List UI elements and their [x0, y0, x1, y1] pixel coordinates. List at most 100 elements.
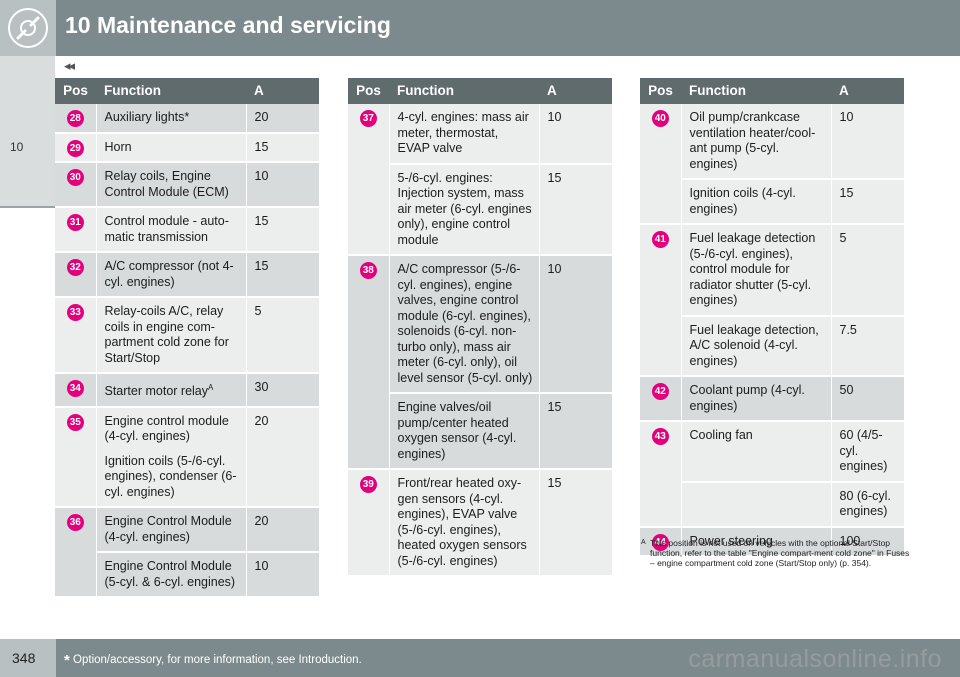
function-text: Coolant pump (4-cyl. engines) — [690, 383, 825, 414]
function-label: Cooling fan — [689, 428, 753, 442]
footer-note-text: Option/accessory, for more information, … — [73, 654, 362, 666]
fuse-position-badge: 34 — [66, 380, 84, 397]
fuse-position-badge: 29 — [66, 139, 84, 157]
function-cell — [681, 481, 832, 528]
table-row: 31 Control module - auto-matic transmissi… — [55, 207, 319, 253]
pos-cell: 33 — [55, 297, 97, 374]
amperage-cell: 20 — [246, 104, 319, 134]
function-text: Engine control module (4-cyl. engines) — [105, 414, 240, 445]
page-footer: 348 * Option/accessory, for more informa… — [0, 639, 960, 677]
fuse-position-badge: 41 — [651, 231, 669, 248]
function-cell: Ignition coils (4-cyl. engines) — [681, 179, 832, 225]
amperage-cell: 10 — [539, 255, 612, 394]
function-cell: Relay-coils A/C, relay coils in engine c… — [96, 297, 247, 374]
col-header-pos: Pos — [640, 78, 681, 104]
function-label: A/C compressor (not 4-cyl. engines) — [104, 259, 234, 289]
function-text: Ignition coils (4-cyl. engines) — [690, 186, 825, 217]
amperage-cell: 5 — [246, 297, 319, 374]
function-text: Starter motor relayA — [105, 380, 240, 400]
function-label: Ignition coils (4-cyl. engines) — [689, 186, 796, 216]
function-label: Engine control module (4-cyl. engines) — [104, 413, 229, 444]
table-row: 34 Starter motor relayA 30 — [55, 373, 319, 408]
function-label: Fuel leakage detection (5-/6-cyl. engine… — [689, 231, 816, 307]
function-cell: Auxiliary lights* — [96, 104, 247, 134]
function-cell: Relay coils, Engine Control Module (ECM) — [96, 162, 247, 208]
fuse-position-badge: 30 — [66, 169, 84, 186]
function-text: Fuel leakage detection (5-/6-cyl. engine… — [690, 231, 825, 309]
function-label: Control module - auto-matic transmission — [104, 214, 229, 244]
function-text: Auxiliary lights* — [105, 110, 240, 126]
table-row: 38 A/C compressor (5-/6-cyl. engines), en… — [348, 255, 612, 470]
fuse-position-badge: 38 — [359, 262, 377, 279]
pos-cell: 41 — [640, 224, 682, 377]
table-row: Ignition coils (4-cyl. engines) 15 — [640, 179, 904, 225]
amperage-cell: 15 — [831, 179, 904, 225]
table-row: 28 Auxiliary lights* 20 — [55, 104, 319, 134]
fuse-position-badge: 33 — [66, 304, 84, 321]
pos-cell: 28 — [55, 104, 97, 134]
amperage-cell: 10 — [831, 104, 904, 180]
function-cell: Power steering — [681, 526, 832, 557]
amperage-cell: 15 — [539, 393, 612, 470]
fuse-position-badge: 28 — [66, 110, 84, 127]
table-row: 42 Coolant pump (4-cyl. engines) 50 — [640, 376, 904, 422]
table-row: Engine valves/oil pump/center heated oxy… — [348, 393, 612, 470]
col-header-function: Function — [389, 78, 539, 104]
function-text: Engine Control Module (5-cyl. & 6-cyl. e… — [105, 559, 240, 590]
pos-cell: 35 — [55, 406, 97, 509]
function-cell: Horn — [96, 132, 247, 163]
pos-cell: 37 — [348, 104, 390, 256]
table-row: 36 Engine Control Module (4-cyl. engines)… — [55, 507, 319, 599]
table-row: 80 (6-cyl. engines) — [640, 481, 904, 528]
function-text: A/C compressor (5-/6-cyl. engines), engi… — [398, 262, 533, 386]
fuse-position-badge: 44 — [651, 533, 669, 551]
function-text: Front/rear heated oxy-gen sensors (4-cyl… — [398, 476, 533, 569]
table-row: Engine Control Module (5-cyl. & 6-cyl. e… — [55, 552, 319, 599]
function-label: 5-/6-cyl. engines: Injection system, mas… — [397, 170, 532, 247]
chapter-number: 10 — [10, 140, 24, 154]
pos-cell: 42 — [640, 376, 682, 422]
footer-page-box: 348 — [0, 639, 56, 677]
previous-page-chevrons[interactable]: ◂◂ — [64, 58, 75, 73]
footnote-text: This position is not used on vehicles wi… — [650, 538, 910, 568]
function-label: Horn — [104, 139, 132, 154]
function-text: Relay coils, Engine Control Module (ECM) — [105, 169, 240, 200]
function-text: Ignition coils (5-/6-cyl. engines), cond… — [105, 454, 240, 501]
wrench-gear-icon — [8, 8, 48, 48]
function-text: Engine valves/oil pump/center heated oxy… — [398, 400, 533, 462]
table-row: 37 4-cyl. engines: mass air meter, thermo… — [348, 104, 612, 256]
pos-cell: 29 — [55, 132, 97, 163]
function-cell: A/C compressor (5-/6-cyl. engines), engi… — [389, 255, 540, 394]
table-row: 32 A/C compressor (not 4-cyl. engines) 15 — [55, 252, 319, 298]
function-cell: Starter motor relayA — [96, 373, 247, 408]
footer-note: * Option/accessory, for more information… — [64, 652, 362, 669]
fuse-table-2: Pos Function A 37 4-cyl. engines: mass ai… — [348, 78, 612, 577]
function-cell: Engine valves/oil pump/center heated oxy… — [389, 393, 540, 470]
function-cell: A/C compressor (not 4-cyl. engines) — [96, 252, 247, 298]
function-label: Engine Control Module (5-cyl. & 6-cyl. e… — [104, 559, 236, 589]
function-label: 4-cyl. engines: mass air meter, thermost… — [397, 110, 529, 155]
function-label: Auxiliary lights* — [104, 110, 190, 124]
function-text: Cooling fan — [690, 428, 825, 444]
table-row: 35 Engine control module (4-cyl. engines)… — [55, 406, 319, 509]
fuse-table-3: Pos Function A 40 Oil pump/crankcase vent… — [640, 78, 904, 557]
col-header-function: Function — [96, 78, 246, 104]
footnote: A This position is not used on vehicles … — [641, 538, 911, 568]
pos-cell: 30 — [55, 162, 97, 208]
function-label: Engine valves/oil pump/center heated oxy… — [397, 400, 517, 461]
amperage-cell: 15 — [539, 163, 612, 256]
table-row: 33 Relay-coils A/C, relay coils in engine… — [55, 297, 319, 374]
chapter-side-tab[interactable]: 10 — [0, 56, 55, 208]
amperage-cell: 30 — [246, 373, 319, 408]
footnote-mark: A — [641, 539, 646, 546]
function-cell: Cooling fan — [681, 421, 832, 483]
function-text: Oil pump/crankcase ventilation heater/co… — [690, 110, 825, 172]
function-text: Horn — [105, 140, 240, 156]
function-label: Fuel leakage detection, A/C solenoid (4-… — [689, 322, 819, 368]
function-cell: Fuel leakage detection (5-/6-cyl. engine… — [681, 224, 832, 317]
function-text: Fuel leakage detection, A/C solenoid (4-… — [690, 323, 825, 370]
pos-cell: 38 — [348, 255, 390, 470]
function-cell: 4-cyl. engines: mass air meter, thermost… — [389, 104, 540, 165]
footer-asterisk: * — [64, 652, 70, 669]
pos-cell: 43 — [640, 421, 682, 528]
